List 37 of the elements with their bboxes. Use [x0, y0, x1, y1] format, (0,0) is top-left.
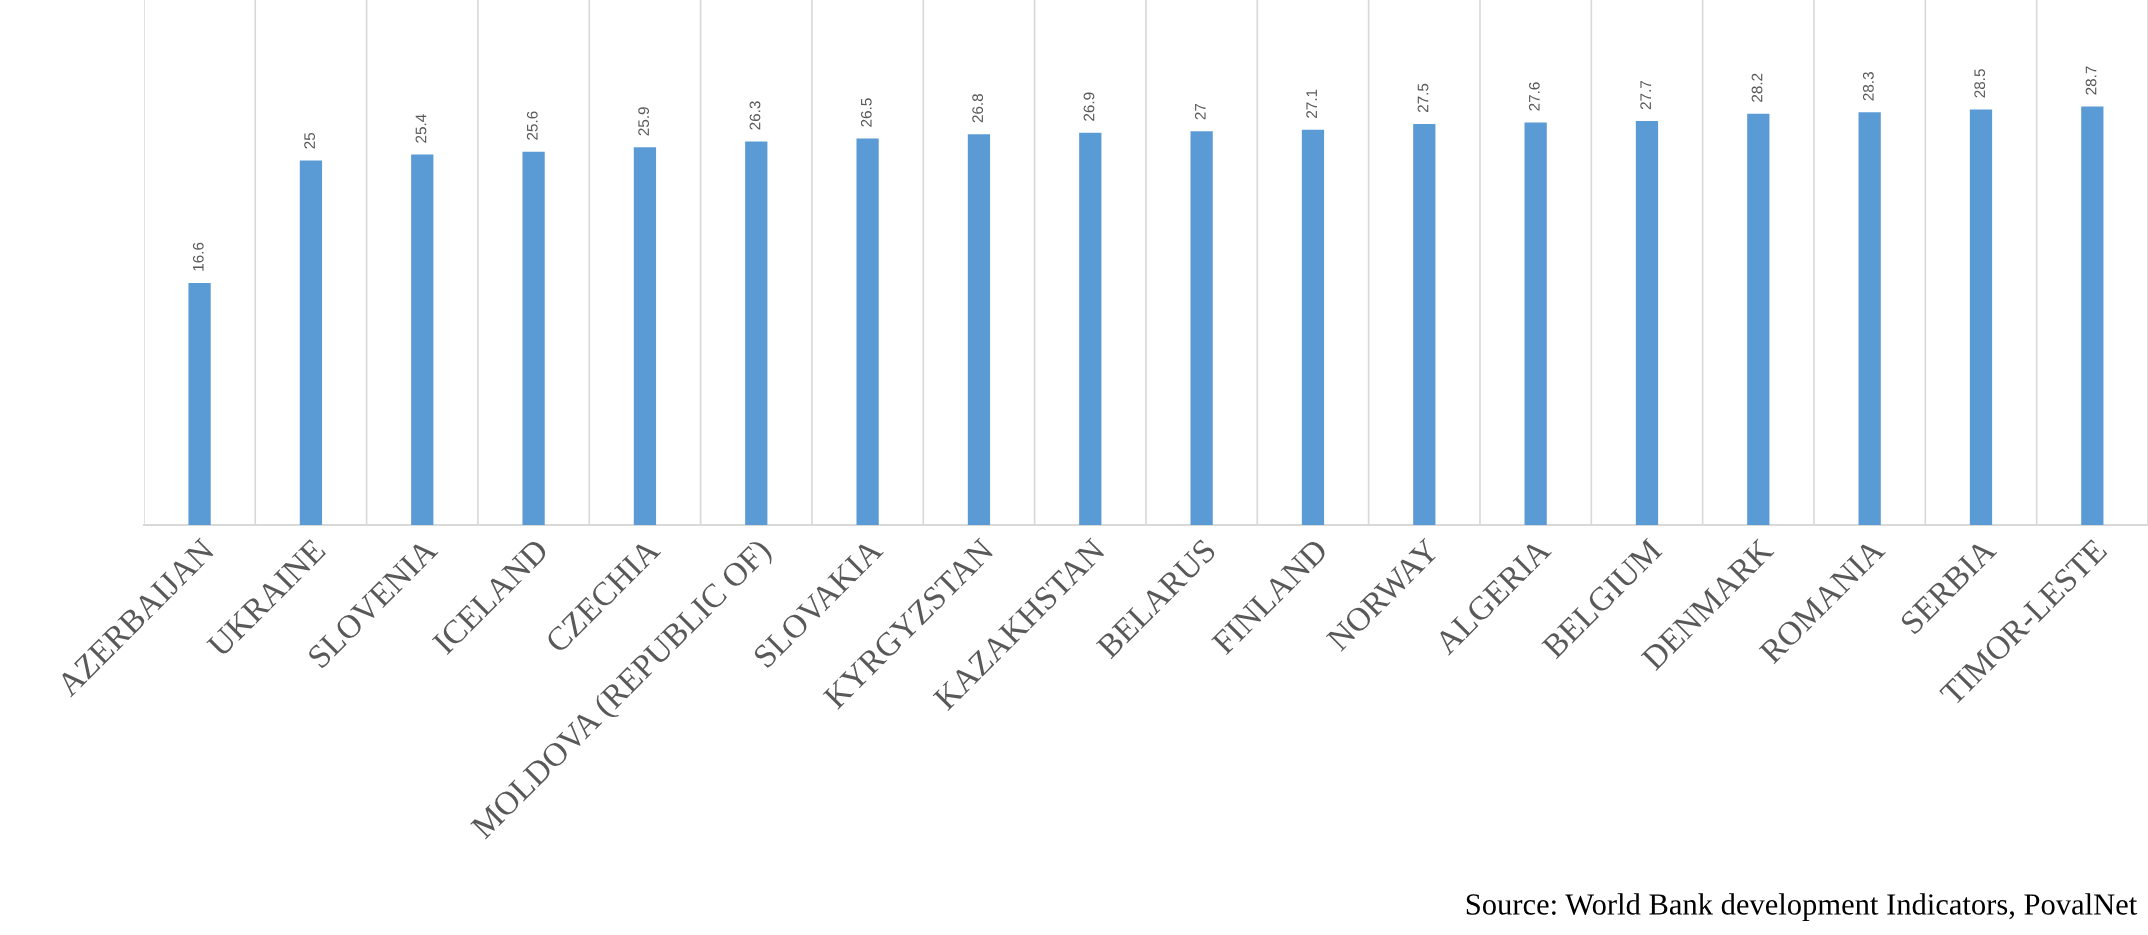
bar [1190, 131, 1213, 525]
data-label: 28.3 [1862, 72, 1874, 101]
bar [188, 282, 211, 525]
bar [1635, 121, 1659, 525]
source-note: Source: World Bank development Indicators, PovalNet [1466, 893, 2138, 921]
data-label: 26.3 [749, 101, 761, 130]
data-label: 27 [1194, 103, 1206, 120]
data-label: 27.5 [1417, 83, 1429, 113]
bar [1524, 122, 1547, 525]
bar [1413, 123, 1436, 525]
data-label: 26.5 [860, 98, 872, 127]
bar [522, 151, 545, 525]
bar [745, 141, 768, 525]
bar [1858, 112, 1881, 525]
bar [1301, 129, 1325, 525]
data-label: 25.4 [415, 114, 427, 143]
bar [856, 138, 879, 525]
bar [633, 147, 657, 525]
bar [967, 134, 991, 525]
data-label: 27.7 [1640, 80, 1651, 110]
bar [1079, 132, 1102, 525]
data-label: 16.6 [192, 242, 204, 271]
data-label: 25 [304, 132, 316, 149]
data-label: 28.5 [1974, 69, 1986, 98]
data-label: 26.8 [972, 93, 984, 123]
data-label: 25.9 [638, 107, 650, 136]
bar [411, 154, 434, 525]
bar [1747, 113, 1770, 525]
bar [299, 160, 323, 525]
data-label: 26.9 [1083, 92, 1095, 121]
data-label: 27.1 [1306, 89, 1317, 118]
data-label: 28.2 [1751, 73, 1763, 102]
bar [1969, 109, 1993, 525]
data-label: 25.6 [526, 111, 538, 140]
data-label: 28.7 [2085, 66, 2097, 95]
data-label: 27.6 [1528, 82, 1540, 111]
bar [2081, 106, 2104, 525]
